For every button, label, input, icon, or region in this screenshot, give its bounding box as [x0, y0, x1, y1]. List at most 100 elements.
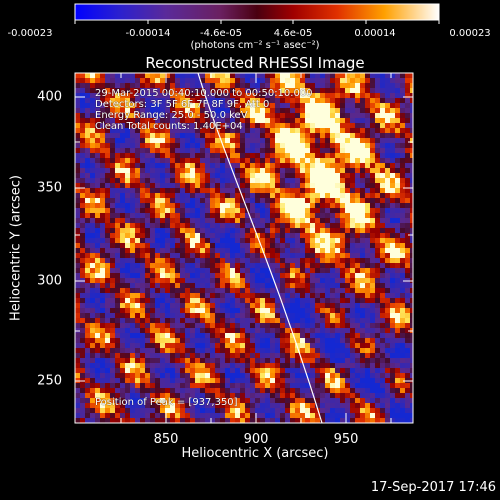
image-pixel [290, 258, 296, 264]
image-pixel [335, 343, 341, 349]
image-pixel [165, 93, 171, 99]
image-pixel [150, 363, 156, 369]
image-pixel [390, 298, 396, 304]
image-pixel [390, 168, 396, 174]
image-pixel [310, 73, 316, 79]
image-pixel [250, 328, 256, 334]
image-pixel [125, 388, 131, 394]
image-pixel [90, 298, 96, 304]
image-pixel [295, 123, 301, 129]
image-pixel [215, 238, 221, 244]
image-pixel [375, 358, 381, 364]
image-pixel [95, 213, 101, 219]
image-pixel [90, 303, 96, 309]
plot-frame [74, 72, 414, 424]
image-pixel [120, 78, 126, 84]
image-pixel [205, 133, 211, 139]
image-pixel [275, 308, 281, 314]
image-pixel [255, 73, 261, 79]
image-pixel [215, 88, 221, 94]
image-pixel [375, 163, 381, 169]
image-pixel [220, 108, 226, 114]
image-pixel [380, 248, 386, 254]
image-pixel [190, 403, 196, 409]
image-pixel [330, 83, 336, 89]
image-pixel [265, 88, 271, 94]
image-pixel [390, 368, 396, 374]
image-pixel [195, 98, 201, 104]
image-pixel [400, 168, 406, 174]
image-pixel [185, 293, 191, 299]
image-pixel [285, 408, 291, 414]
image-pixel [310, 348, 316, 354]
image-pixel [80, 73, 86, 79]
image-pixel [395, 218, 401, 224]
image-pixel [285, 353, 291, 359]
image-pixel [380, 238, 386, 244]
image-pixel [125, 193, 131, 199]
image-pixel [395, 303, 401, 309]
image-pixel [350, 333, 356, 339]
image-pixel [365, 108, 371, 114]
image-pixel [240, 408, 246, 414]
image-pixel [320, 418, 326, 423]
image-pixel [130, 223, 136, 229]
image-pixel [410, 238, 413, 244]
image-pixel [200, 203, 206, 209]
image-pixel [110, 108, 116, 114]
image-pixel [140, 78, 146, 84]
image-pixel [335, 183, 341, 189]
image-pixel [280, 213, 286, 219]
image-pixel [100, 168, 106, 174]
image-pixel [265, 183, 271, 189]
image-pixel [270, 133, 276, 139]
image-pixel [195, 323, 201, 329]
image-pixel [360, 403, 366, 409]
image-pixel [130, 318, 136, 324]
image-pixel [360, 298, 366, 304]
image-pixel [195, 198, 201, 204]
image-pixel [360, 413, 366, 419]
image-pixel [155, 83, 161, 89]
image-pixel [325, 168, 331, 174]
image-pixel [330, 143, 336, 149]
image-pixel [160, 263, 166, 269]
image-pixel [290, 203, 296, 209]
image-pixel [105, 93, 111, 99]
image-pixel [335, 153, 341, 159]
image-pixel [250, 223, 256, 229]
image-pixel [195, 338, 201, 344]
image-pixel [125, 253, 131, 259]
image-pixel [85, 178, 91, 184]
image-pixel [330, 308, 336, 314]
image-pixel [100, 138, 106, 144]
image-pixel [115, 128, 121, 134]
image-pixel [140, 93, 146, 99]
image-pixel [310, 98, 316, 104]
image-pixel [145, 313, 151, 319]
image-pixel [365, 78, 371, 84]
image-pixel [115, 188, 121, 194]
image-pixel [195, 413, 201, 419]
image-pixel [140, 73, 146, 79]
image-pixel [215, 168, 221, 174]
image-pixel [205, 353, 211, 359]
image-pixel [255, 388, 261, 394]
image-pixel [260, 388, 266, 394]
image-pixel [75, 138, 81, 144]
colorbar-tick-label: -0.00023 [7, 28, 53, 39]
image-pixel [120, 383, 126, 389]
image-pixel [355, 198, 361, 204]
image-pixel [95, 373, 101, 379]
image-pixel [360, 103, 366, 109]
image-pixel [95, 143, 101, 149]
image-pixel [205, 293, 211, 299]
image-pixel [125, 293, 131, 299]
image-pixel [210, 83, 216, 89]
image-pixel [80, 128, 86, 134]
image-pixel [350, 148, 356, 154]
image-pixel [290, 173, 296, 179]
image-pixel [85, 108, 91, 114]
image-pixel [195, 123, 201, 129]
image-pixel [85, 398, 91, 404]
